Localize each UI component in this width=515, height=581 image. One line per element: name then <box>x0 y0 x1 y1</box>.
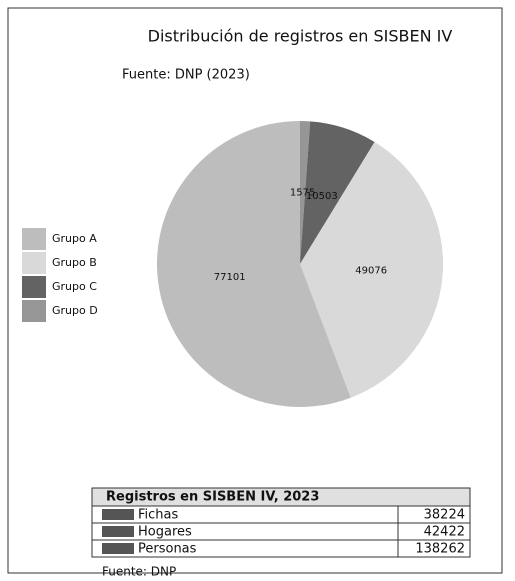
data-label: 1575 <box>290 188 315 199</box>
data-label: 77101 <box>214 272 246 283</box>
row-value: 138262 <box>415 542 465 557</box>
table: Registros en SISBEN IV, 2023 Fichas 38224… <box>91 487 471 558</box>
legend-swatch <box>22 300 46 322</box>
pie-slice <box>300 121 311 264</box>
legend-swatch <box>22 228 46 250</box>
pie-slice <box>156 121 351 408</box>
legend-label: Grupo A <box>52 232 97 245</box>
legend-label: Grupo C <box>52 280 97 293</box>
pie-slice <box>300 142 443 398</box>
row-value: 42422 <box>424 525 465 540</box>
pie-slice <box>300 121 375 264</box>
legend-label: Grupo B <box>52 256 97 269</box>
chart-subtitle: Fuente: DNP (2023) <box>122 68 250 83</box>
data-label: 10503 <box>306 191 338 202</box>
row-icon <box>102 526 134 537</box>
data-label: 49076 <box>355 266 387 277</box>
row-label: Personas <box>138 542 197 557</box>
legend-label: Grupo D <box>52 304 98 317</box>
legend-swatch <box>22 252 46 274</box>
chart-title: Distribución de registros en SISBEN IV <box>148 27 453 46</box>
row-label: Hogares <box>138 525 192 540</box>
row-label: Fichas <box>138 508 178 523</box>
table-title: Registros en SISBEN IV, 2023 <box>106 490 319 505</box>
table-source: Fuente: DNP <box>102 565 176 579</box>
row-value: 38224 <box>424 508 465 523</box>
row-icon <box>102 543 134 554</box>
table-cell <box>397 539 471 558</box>
legend: Grupo A Grupo B Grupo C Grupo D <box>22 228 98 322</box>
legend-swatch <box>22 276 46 298</box>
row-icon <box>102 509 134 520</box>
